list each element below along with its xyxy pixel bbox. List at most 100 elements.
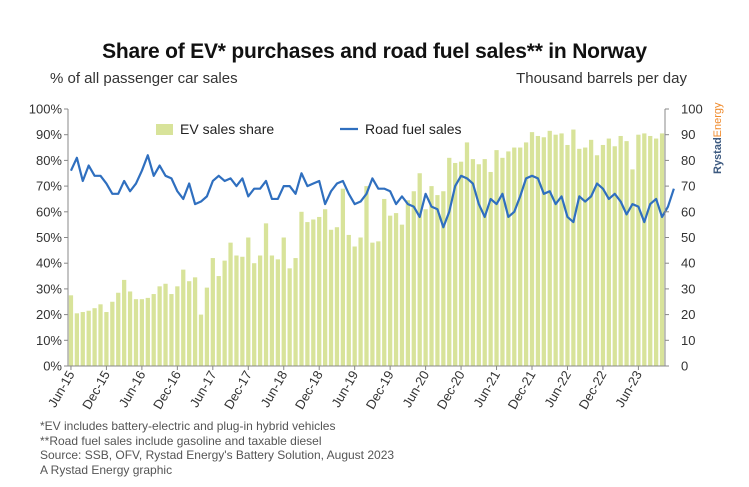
footnote-source: Source: SSB, OFV, Rystad Energy's Batter… bbox=[40, 448, 395, 462]
ev-share-bar bbox=[636, 134, 641, 366]
ev-share-bar bbox=[346, 234, 351, 366]
ev-share-bar bbox=[151, 294, 156, 366]
ev-share-bar bbox=[523, 142, 529, 366]
ev-share-bar bbox=[429, 186, 434, 366]
footnotes: *EV includes battery-electric and plug-i… bbox=[40, 419, 394, 477]
x-tick-label: Jun-18 bbox=[257, 368, 290, 410]
ev-share-bar bbox=[571, 129, 576, 366]
right-tick-label: 50 bbox=[681, 230, 695, 245]
ev-share-bar bbox=[74, 313, 79, 366]
ev-share-bar bbox=[529, 132, 535, 366]
ev-share-bar bbox=[328, 229, 334, 366]
ev-share-bar bbox=[252, 263, 257, 366]
ev-share-bar bbox=[198, 314, 204, 366]
footnote-ev-definition: *EV includes battery-electric and plug-i… bbox=[40, 419, 336, 433]
ev-share-bar bbox=[216, 276, 221, 366]
ev-share-bar bbox=[234, 255, 239, 366]
legend-swatch-ev-share bbox=[156, 124, 173, 135]
ev-share-bar bbox=[393, 213, 399, 366]
svg-text:RystadEnergy: RystadEnergy bbox=[712, 102, 724, 174]
ev-share-bar bbox=[405, 200, 411, 366]
ev-share-bar bbox=[559, 133, 564, 366]
x-tick-label: Dec-22 bbox=[576, 368, 610, 412]
left-tick-label: 40% bbox=[36, 256, 62, 271]
ev-share-bar bbox=[500, 157, 505, 366]
ev-share-bar bbox=[210, 258, 215, 366]
left-tick-label: 20% bbox=[36, 307, 62, 322]
ev-share-bar bbox=[80, 312, 85, 366]
ev-share-bar bbox=[482, 159, 487, 366]
ev-share-bar bbox=[275, 259, 280, 366]
ev-share-bar bbox=[311, 219, 316, 366]
ev-share-bar bbox=[204, 287, 210, 366]
ev-share-bar bbox=[370, 242, 375, 366]
ev-share-bar bbox=[630, 169, 635, 366]
ev-share-bar bbox=[624, 141, 629, 367]
ev-share-bar bbox=[417, 173, 422, 366]
x-tick-label: Dec-19 bbox=[363, 368, 397, 412]
ev-share-bar bbox=[654, 138, 659, 366]
right-tick-label: 100 bbox=[681, 102, 703, 117]
right-tick-label: 40 bbox=[681, 256, 695, 271]
left-tick-label: 70% bbox=[36, 179, 62, 194]
ev-share-bar bbox=[192, 277, 198, 366]
ev-share-bar bbox=[512, 147, 517, 366]
x-tick-label: Jun-22 bbox=[541, 368, 574, 410]
ev-share-bar bbox=[464, 142, 470, 366]
ev-share-bar bbox=[476, 164, 481, 366]
left-tick-label: 60% bbox=[36, 204, 62, 219]
x-tick-label: Jun-15 bbox=[45, 368, 78, 410]
ev-share-bar bbox=[642, 133, 647, 366]
x-tick-label: Jun-23 bbox=[612, 368, 645, 410]
left-tick-label: 80% bbox=[36, 153, 62, 168]
ev-share-bar bbox=[163, 283, 168, 366]
ev-share-bar bbox=[222, 260, 227, 366]
ev-share-bar bbox=[583, 147, 588, 366]
right-tick-label: 0 bbox=[681, 359, 688, 374]
left-tick-label: 90% bbox=[36, 127, 62, 142]
ev-share-bar bbox=[68, 295, 74, 366]
left-tick-label: 50% bbox=[36, 230, 62, 245]
ev-share-bar bbox=[535, 135, 541, 366]
ev-share-bar bbox=[228, 242, 233, 366]
road-fuel-line bbox=[69, 154, 675, 229]
left-tick-label: 30% bbox=[36, 281, 62, 296]
ev-share-bar bbox=[441, 191, 446, 366]
ev-share-bar bbox=[553, 134, 558, 366]
left-axis-caption: % of all passenger car sales bbox=[50, 70, 238, 87]
ev-share-bar bbox=[122, 279, 127, 366]
legend-label-ev-share: EV sales share bbox=[180, 121, 274, 137]
ev-share-bar bbox=[334, 227, 340, 366]
ev-share-bar bbox=[399, 224, 405, 366]
right-tick-label: 80 bbox=[681, 153, 695, 168]
ev-share-bar bbox=[423, 209, 428, 366]
ev-share-bar bbox=[246, 237, 251, 366]
right-tick-label: 70 bbox=[681, 179, 695, 194]
x-tick-label: Dec-15 bbox=[79, 368, 113, 412]
ev-share-bar bbox=[145, 297, 150, 366]
ev-share-bar bbox=[612, 146, 617, 366]
x-tick-label: Jun-21 bbox=[470, 368, 503, 410]
x-tick-label: Jun-19 bbox=[328, 368, 361, 410]
ev-share-bar bbox=[358, 237, 363, 366]
ev-share-bar bbox=[352, 246, 357, 366]
x-tick-label: Jun-20 bbox=[399, 368, 432, 410]
ev-share-bar bbox=[382, 198, 387, 366]
x-tick-label: Dec-16 bbox=[150, 368, 184, 412]
ev-share-bar bbox=[269, 255, 275, 366]
ev-share-bar bbox=[110, 301, 115, 366]
ev-share-bar bbox=[594, 155, 600, 366]
chart-title: Share of EV* purchases and road fuel sal… bbox=[102, 40, 647, 63]
x-tick-label: Jun-16 bbox=[116, 368, 149, 410]
ev-share-bar bbox=[648, 135, 653, 366]
right-axis-caption: Thousand barrels per day bbox=[516, 70, 687, 87]
ev-share-bar bbox=[364, 186, 369, 366]
x-tick-label: Jun-17 bbox=[187, 368, 220, 410]
ev-share-bar bbox=[470, 159, 476, 366]
ev-share-bar bbox=[92, 308, 97, 366]
ev-share-bar bbox=[86, 310, 91, 366]
ev-share-bar bbox=[453, 162, 458, 366]
x-tick-label: Dec-21 bbox=[505, 368, 539, 412]
ev-share-bar bbox=[323, 209, 328, 366]
ev-share-bar bbox=[181, 269, 186, 367]
